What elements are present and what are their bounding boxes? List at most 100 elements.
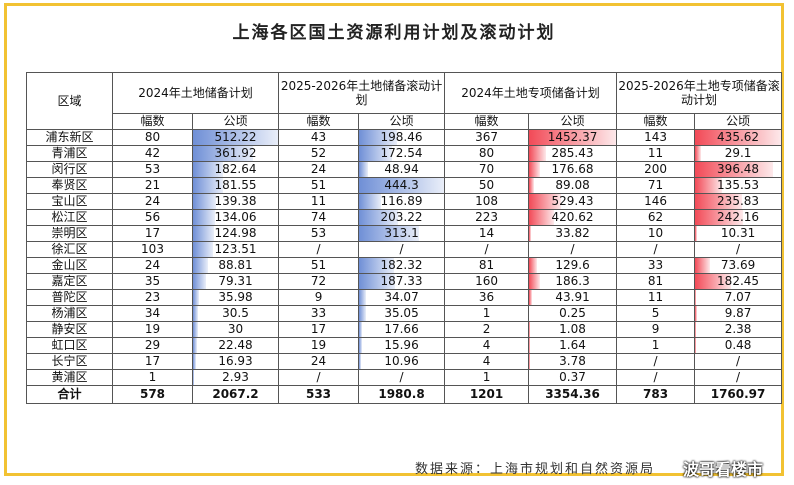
hectare-cell: 176.68 (528, 161, 618, 178)
hectare-cell: 30.5 (191, 305, 280, 322)
count-cell: 17 (112, 225, 193, 242)
hectare-cell: 15.96 (358, 337, 446, 354)
data-bar (193, 210, 216, 225)
data-bar (193, 354, 196, 369)
count-cell: 19 (278, 337, 360, 354)
hectare-value: 1.08 (559, 322, 586, 337)
district-cell: 静安区 (26, 321, 113, 338)
hectare-cell: 29.1 (694, 145, 783, 162)
hectare-cell: 313.1 (358, 225, 446, 242)
hectare-value: 116.89 (380, 194, 423, 209)
data-bar (359, 274, 395, 289)
hectare-cell: 48.94 (358, 161, 446, 178)
count-cell: 72 (278, 273, 360, 290)
count-cell: 1 (112, 369, 193, 386)
count-cell: 11 (278, 193, 360, 210)
district-cell: 嘉定区 (26, 273, 113, 290)
hectare-cell: 129.6 (528, 257, 618, 274)
hectare-value: 30.5 (222, 306, 249, 321)
hectare-cell: 10.31 (694, 225, 783, 242)
hectare-value: 172.54 (380, 146, 423, 161)
hectare-value: / (399, 370, 404, 385)
count-cell: 74 (278, 209, 360, 226)
hectare-value: 512.22 (214, 130, 257, 145)
hectare-cell: 9.87 (694, 305, 783, 322)
district-cell: 松江区 (26, 209, 113, 226)
count-cell: 1 (444, 369, 530, 386)
header-hectare: 公顷 (191, 113, 280, 130)
header-group-4: 2025-2026年土地专项储备滚动计划 (616, 72, 783, 114)
count-cell: / (616, 241, 696, 258)
hectare-cell: 43.91 (528, 289, 618, 306)
hectare-cell: 203.22 (358, 209, 446, 226)
hectare-value: 89.08 (555, 178, 590, 193)
hectare-cell: 186.3 (528, 273, 618, 290)
hectare-cell: / (528, 241, 618, 258)
count-cell: 51 (278, 177, 360, 194)
district-cell: 闵行区 (26, 161, 113, 178)
hectare-cell: 7.07 (694, 289, 783, 306)
hectare-value: 3.78 (559, 354, 586, 369)
count-cell: 71 (616, 177, 696, 194)
data-bar (529, 162, 540, 177)
hectare-value: 88.81 (218, 258, 253, 273)
count-cell: 81 (616, 273, 696, 290)
data-bar (695, 162, 774, 177)
district-cell: 宝山区 (26, 193, 113, 210)
count-cell: 51 (278, 257, 360, 274)
hectare-cell: 529.43 (528, 193, 618, 210)
count-cell: / (616, 369, 696, 386)
hectare-cell: 1452.37 (528, 129, 618, 146)
hectare-cell: 88.81 (191, 257, 280, 274)
hectare-cell: 73.69 (694, 257, 783, 274)
count-cell: 200 (616, 161, 696, 178)
count-cell: 14 (444, 225, 530, 242)
data-bar (193, 306, 199, 321)
hectare-value: 15.96 (384, 338, 419, 353)
hectare-cell: 22.48 (191, 337, 280, 354)
land-plan-table: 区域 2024年土地储备计划 2025-2026年土地储备滚动计划 2024年土… (26, 72, 783, 404)
table-row: 长宁区 17 16.93 24 10.96 4 3.78 / / (26, 353, 783, 370)
table-row: 黄浦区 1 2.93//1 0.37// (26, 369, 783, 386)
data-bar (359, 162, 369, 177)
hectare-value: 10.31 (720, 226, 756, 241)
hectare-value: 73.69 (720, 258, 756, 273)
table-row: 松江区 56 134.06 74 203.22 223 420.62 62 242.16 (26, 209, 783, 226)
hectare-cell: / (358, 369, 446, 386)
hectare-value: 33.82 (555, 226, 590, 241)
data-source-note: 数据来源：上海市规划和自然资源局 (415, 462, 656, 477)
hectare-value: / (736, 242, 741, 257)
count-cell: 42 (112, 145, 193, 162)
count-cell: 62 (616, 209, 696, 226)
hectare-cell: 0.25 (528, 305, 618, 322)
hectare-cell: / (694, 241, 783, 258)
count-cell: 24 (112, 257, 193, 274)
count-cell: 1 (444, 305, 530, 322)
hectare-cell: 444.3 (358, 177, 446, 194)
hectare-cell: 34.07 (358, 289, 446, 306)
hectare-value: 16.93 (218, 354, 253, 369)
total-cell: 2067.2 (191, 385, 280, 404)
hectare-cell: 17.66 (358, 321, 446, 338)
hectare-cell: / (358, 241, 446, 258)
data-bar (695, 258, 710, 273)
count-cell: 17 (112, 353, 193, 370)
count-cell: / (616, 353, 696, 370)
hectare-cell: 512.22 (191, 129, 280, 146)
count-cell: 11 (616, 289, 696, 306)
total-cell: 1980.8 (358, 385, 446, 404)
data-bar (359, 146, 392, 161)
count-cell: 53 (278, 225, 360, 242)
hectare-cell: 2.38 (694, 321, 783, 338)
data-bar (529, 194, 561, 209)
total-cell: 3354.36 (528, 385, 618, 404)
count-cell: 24 (278, 353, 360, 370)
hectare-value: 235.83 (717, 194, 760, 209)
data-bar (193, 162, 224, 177)
hectare-cell: 3.78 (528, 353, 618, 370)
data-bar (359, 226, 419, 241)
hectare-value: 2.93 (222, 370, 249, 385)
table-row: 宝山区 24 139.38 11 116.89 108 529.43 146 235.83 (26, 193, 783, 210)
hectare-cell: 135.53 (694, 177, 783, 194)
table-row: 浦东新区 80 512.22 43 198.46 367 1452.37 143 435.62 (26, 129, 783, 146)
